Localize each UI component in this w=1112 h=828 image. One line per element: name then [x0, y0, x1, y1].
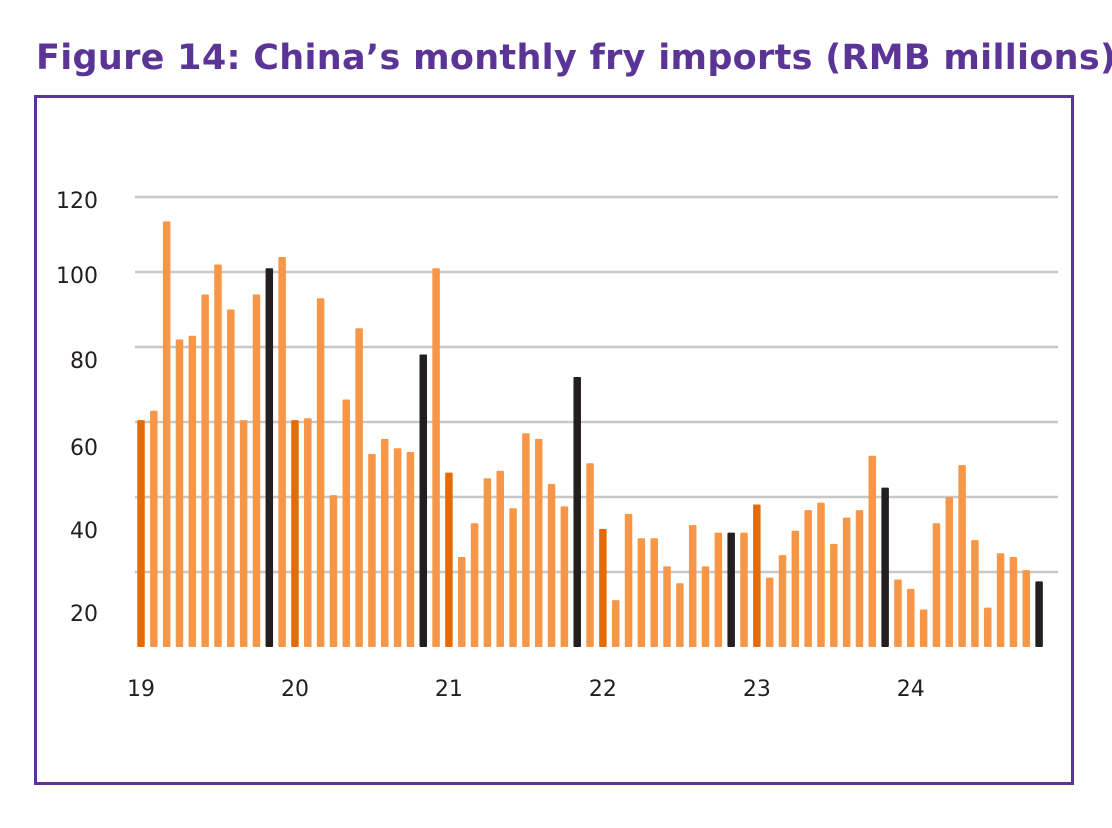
gridlines	[135, 195, 1058, 574]
bar-normal-13	[304, 418, 312, 647]
bar-normal-4	[188, 335, 197, 647]
bar-normal-44	[701, 566, 710, 647]
bar-jan-0	[137, 420, 145, 647]
bar-nov-46	[727, 532, 735, 647]
x-tick-label: 23	[743, 677, 771, 702]
y-tick-label: 80	[70, 349, 98, 374]
bar-normal-17	[355, 328, 363, 647]
bar-jan-36	[599, 528, 607, 647]
bar-normal-56	[855, 510, 864, 647]
bars	[137, 221, 1043, 647]
bar-normal-33	[560, 506, 569, 647]
bar-normal-25	[458, 557, 466, 647]
y-tick-label: 100	[56, 264, 98, 289]
bar-normal-27	[483, 478, 492, 647]
bar-normal-60	[907, 588, 915, 647]
bar-normal-49	[765, 577, 774, 647]
bar-normal-15	[329, 495, 338, 647]
y-axis-labels: 120 100 80 60 40 20	[56, 189, 98, 627]
bar-normal-45	[714, 532, 723, 647]
bar-normal-42	[676, 583, 684, 647]
x-tick-label: 19	[127, 677, 155, 702]
y-tick-label: 60	[70, 436, 98, 461]
bar-normal-21	[406, 452, 415, 647]
bar-normal-7	[227, 309, 235, 647]
bar-jan-48	[753, 504, 761, 647]
bar-normal-9	[252, 294, 261, 647]
bar-normal-68	[1009, 557, 1018, 647]
bar-nov-10	[265, 268, 274, 647]
x-tick-label: 24	[897, 677, 925, 702]
bar-normal-54	[830, 543, 838, 647]
bar-normal-6	[214, 264, 222, 647]
bar-normal-16	[342, 399, 351, 647]
bar-normal-69	[1022, 570, 1031, 647]
bar-normal-30	[522, 433, 530, 647]
bar-normal-28	[496, 470, 504, 647]
bar-nov-58	[881, 487, 889, 647]
bar-jan-12	[291, 420, 299, 647]
bar-normal-40	[650, 538, 658, 647]
bar-normal-50	[778, 555, 787, 647]
bar-normal-37	[611, 600, 620, 647]
bar-normal-61	[919, 609, 928, 647]
bar-normal-64	[958, 465, 966, 647]
bar-normal-23	[432, 268, 440, 647]
bar-normal-3	[175, 339, 184, 647]
bar-normal-1	[150, 410, 158, 647]
bar-normal-32	[547, 483, 556, 647]
y-tick-label: 120	[56, 189, 98, 214]
bar-normal-14	[316, 298, 325, 647]
bar-normal-47	[740, 532, 748, 647]
bar-nov-34	[573, 377, 581, 647]
bar-normal-35	[586, 463, 594, 647]
chart-frame	[34, 95, 1074, 785]
x-tick-label: 22	[589, 677, 617, 702]
bar-normal-19	[381, 438, 389, 647]
bar-normal-20	[393, 448, 402, 647]
bar-normal-39	[637, 538, 646, 647]
x-tick-label: 21	[435, 677, 463, 702]
bar-normal-57	[868, 455, 877, 647]
bar-normal-59	[894, 579, 902, 647]
figure-title: Figure 14: China’s monthly fry imports (…	[36, 38, 1112, 78]
bar-jan-24	[445, 472, 453, 647]
bar-normal-66	[984, 607, 992, 647]
bar-normal-51	[791, 530, 800, 647]
bar-normal-5	[201, 294, 209, 647]
bar-normal-43	[688, 525, 697, 647]
bar-normal-63	[945, 497, 954, 647]
bar-normal-53	[817, 502, 825, 647]
bar-normal-8	[239, 420, 248, 647]
bar-normal-55	[842, 517, 851, 647]
y-tick-label: 20	[70, 602, 98, 627]
x-tick-label: 20	[281, 677, 309, 702]
bar-normal-52	[804, 510, 812, 647]
bar-normal-18	[368, 453, 376, 647]
bar-normal-26	[470, 523, 479, 647]
x-axis-labels: 19 20 21 22 23 24	[127, 677, 925, 702]
bar-nov-22	[419, 354, 428, 647]
bar-normal-29	[509, 508, 517, 647]
bar-normal-65	[971, 540, 979, 647]
bar-normal-38	[624, 513, 633, 647]
bar-normal-62	[932, 523, 941, 647]
y-tick-label: 40	[70, 519, 98, 544]
bar-nov-70	[1035, 581, 1043, 647]
bar-normal-67	[996, 553, 1005, 647]
bar-normal-2	[162, 221, 171, 647]
bar-normal-31	[534, 438, 543, 647]
bar-normal-41	[663, 566, 671, 647]
bar-normal-11	[278, 257, 286, 647]
